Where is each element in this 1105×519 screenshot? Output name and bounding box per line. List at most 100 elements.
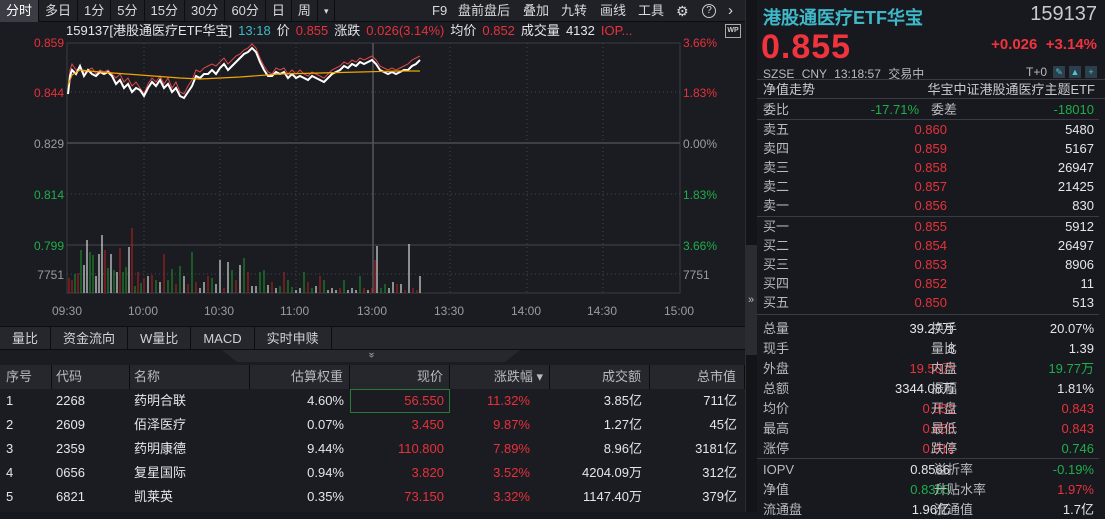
- tab-volume-ratio[interactable]: 量比: [0, 327, 52, 350]
- double-chevron-down-icon: »: [366, 352, 377, 358]
- cell-no: 4: [6, 465, 14, 480]
- stat-label: 振幅: [931, 381, 958, 396]
- x-tick: 15:00: [664, 304, 695, 318]
- bid-volume: 11: [1080, 276, 1095, 291]
- cell-price: 3.450: [411, 417, 444, 432]
- bid-row[interactable]: 买一 0.855 5912: [757, 217, 1097, 236]
- indicator-tabs: 量比 资金流向 W量比 MACD 实时申赎: [0, 326, 745, 350]
- pencil-icon[interactable]: ✎: [1053, 66, 1065, 78]
- cell-name: 药明康德: [134, 441, 187, 456]
- x-tick: 14:30: [587, 304, 618, 318]
- col-change-pct[interactable]: 涨跌幅 ▾: [450, 365, 550, 389]
- ask-label: 卖五: [763, 122, 790, 137]
- change-pct: +3.14%: [1045, 36, 1097, 53]
- table-row[interactable]: 4 0656 复星国际 0.94% 3.820 3.52% 4204.09万 3…: [0, 461, 745, 485]
- ask-row[interactable]: 卖五 0.860 5480: [757, 120, 1097, 139]
- col-no[interactable]: 序号: [0, 365, 52, 389]
- cell-amount: 4204.09万: [582, 465, 642, 480]
- index-name: 华宝中证港股通医疗主题ETF: [927, 82, 1095, 97]
- col-code[interactable]: 代码: [52, 365, 130, 389]
- cell-change-pct: 3.32%: [493, 489, 530, 504]
- draw-line-button[interactable]: 画线: [600, 3, 627, 18]
- stat-label: 均价: [763, 401, 790, 416]
- cell-change-pct: 7.89%: [493, 441, 530, 456]
- col-price[interactable]: 现价: [350, 365, 450, 389]
- nav-trend-link[interactable]: 净值走势: [763, 82, 816, 97]
- pre-post-market-button[interactable]: 盘前盘后: [458, 3, 511, 18]
- col-market-cap[interactable]: 总市值: [650, 365, 745, 389]
- intraday-chart[interactable]: 0.859 0.844 0.829 0.814 0.799 7751 3.66%…: [0, 36, 745, 320]
- nine-turn-button[interactable]: 九转: [561, 3, 588, 18]
- stat-row: 外盘 19.50万 内盘 19.77万: [757, 359, 1097, 378]
- gear-icon[interactable]: ⚙: [676, 3, 689, 19]
- table-row[interactable]: 2 2609 佰泽医疗 0.07% 3.450 9.87% 1.27亿 45亿: [0, 413, 745, 437]
- tab-realtime-subscription[interactable]: 实时申赎: [255, 327, 332, 350]
- tab-15min[interactable]: 15分: [145, 0, 185, 22]
- table-row[interactable]: 5 6821 凯莱英 0.35% 73.150 3.32% 1147.40万 3…: [0, 485, 745, 509]
- cell-name: 佰泽医疗: [134, 417, 187, 432]
- plus-icon[interactable]: +: [1085, 66, 1097, 78]
- tab-day[interactable]: 日: [266, 0, 292, 22]
- bell-icon[interactable]: ▲: [1069, 66, 1081, 78]
- tab-5min[interactable]: 5分: [111, 0, 145, 22]
- stat-value: 19.77万: [1048, 361, 1094, 376]
- more-periods-dropdown[interactable]: ▾: [318, 0, 336, 22]
- tools-button[interactable]: 工具: [638, 3, 665, 18]
- stat-label: 总量: [763, 321, 790, 336]
- quote-panel: 港股通医疗ETF华宝 159137 0.855 +0.026 +3.14% SZ…: [757, 0, 1105, 517]
- etf-value: -0.19%: [1052, 462, 1094, 477]
- wp-icon[interactable]: WP: [725, 24, 741, 38]
- etf-label: IOPV: [763, 462, 795, 477]
- stat-row: 现手 8 量比 1.39: [757, 339, 1097, 358]
- col-amount[interactable]: 成交额: [550, 365, 650, 389]
- cell-amount: 8.96亿: [603, 441, 642, 456]
- bid-row[interactable]: 买三 0.853 8906: [757, 255, 1097, 274]
- collapse-handle[interactable]: »: [222, 350, 520, 362]
- ask-row[interactable]: 卖二 0.857 21425: [757, 177, 1097, 196]
- ask-row[interactable]: 卖三 0.858 26947: [757, 158, 1097, 177]
- security-title: 159137[港股通医疗ETF华宝]: [66, 23, 233, 38]
- help-icon[interactable]: ?: [702, 4, 716, 18]
- overlay-button[interactable]: 叠加: [523, 3, 550, 18]
- cell-price: 3.820: [411, 465, 444, 480]
- current-time: 13:18: [238, 23, 271, 38]
- ask-row[interactable]: 卖四 0.859 5167: [757, 139, 1097, 158]
- t0-label: T+0: [1025, 65, 1047, 79]
- bid-row[interactable]: 买五 0.850 513: [757, 293, 1097, 312]
- stat-value: 39.27万: [909, 321, 955, 336]
- etf-label: 流通值: [934, 502, 974, 517]
- col-name[interactable]: 名称: [130, 365, 250, 389]
- avg-label: 均价: [450, 23, 477, 38]
- tab-w-volume-ratio[interactable]: W量比: [128, 327, 192, 350]
- tab-60min[interactable]: 60分: [225, 0, 266, 22]
- expand-panel-button[interactable]: »: [745, 245, 757, 355]
- etf-label: 升贴水率: [934, 482, 987, 497]
- table-row[interactable]: 3 2359 药明康德 9.44% 110.800 7.89% 8.96亿 31…: [0, 437, 745, 461]
- tab-week[interactable]: 周: [292, 0, 318, 22]
- security-name: 港股通医疗ETF华宝: [763, 8, 923, 28]
- last-price: 0.855: [761, 28, 852, 66]
- chart-info-bar: 159137[港股通医疗ETF华宝] 13:18 价 0.855 涨跌 0.026(3.1…: [66, 22, 638, 40]
- etf-row: 流通盘 1.96亿 流通值 1.7亿: [757, 500, 1097, 519]
- exchange: SZSE: [763, 67, 795, 81]
- col-weight[interactable]: 估算权重: [250, 365, 350, 389]
- trading-status: 交易中: [888, 67, 925, 81]
- y-tick-0799: 0.799: [33, 239, 64, 253]
- tab-macd[interactable]: MACD: [191, 327, 255, 350]
- bid-row[interactable]: 买四 0.852 11: [757, 274, 1097, 293]
- ask-row[interactable]: 卖一 0.856 830: [757, 196, 1097, 215]
- bid-label: 买二: [763, 238, 790, 253]
- tab-1min[interactable]: 1分: [78, 0, 112, 22]
- table-row[interactable]: 1 2268 药明合联 4.60% 56.550 11.32% 3.85亿 71…: [0, 389, 745, 413]
- bid-row[interactable]: 买二 0.854 26497: [757, 236, 1097, 255]
- tab-30min[interactable]: 30分: [185, 0, 226, 22]
- x-tick: 10:00: [128, 304, 159, 318]
- f9-button[interactable]: F9: [432, 3, 448, 18]
- tab-capital-flow[interactable]: 资金流向: [51, 327, 129, 350]
- bid-volume: 26497: [1057, 238, 1094, 253]
- tab-intraday[interactable]: 分时: [0, 0, 40, 22]
- ask-volume: 5480: [1065, 122, 1094, 137]
- tab-multi-day[interactable]: 多日: [39, 0, 79, 22]
- chevron-right-icon[interactable]: ›: [728, 2, 733, 19]
- ask-volume: 5167: [1065, 141, 1094, 156]
